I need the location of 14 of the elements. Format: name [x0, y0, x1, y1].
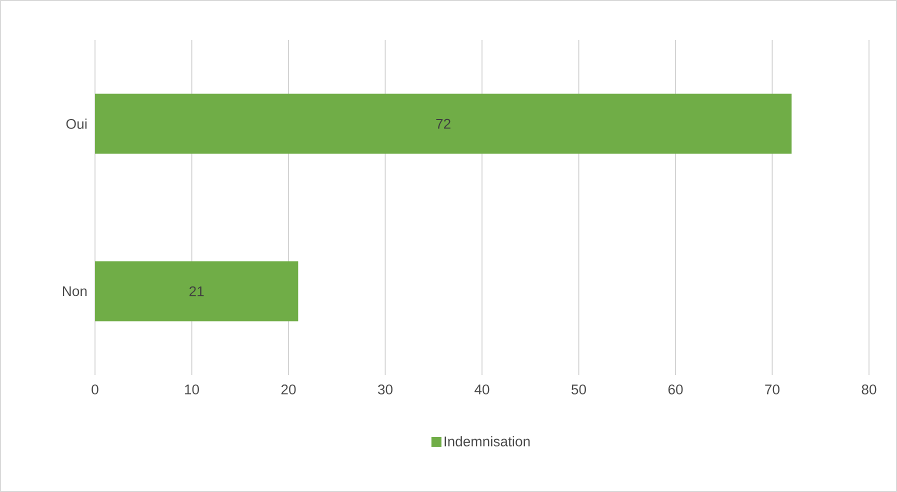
x-tick-label: 40 [474, 384, 490, 394]
y-tick-label: Oui [66, 118, 87, 129]
x-tick-label: 70 [765, 384, 780, 394]
legend-label: Indemnisation [444, 436, 530, 446]
x-tick-label: 60 [668, 384, 683, 394]
data-label: 72 [436, 118, 450, 129]
x-tick-label: 10 [185, 384, 199, 394]
data-label: 21 [190, 286, 204, 296]
x-tick-label: 80 [862, 384, 876, 394]
x-tick-label: 50 [572, 384, 586, 394]
y-tick-label: Non [62, 286, 87, 296]
x-tick-label: 0 [92, 384, 98, 394]
x-tick-label: 30 [378, 384, 392, 394]
x-tick-label: 20 [281, 384, 296, 394]
